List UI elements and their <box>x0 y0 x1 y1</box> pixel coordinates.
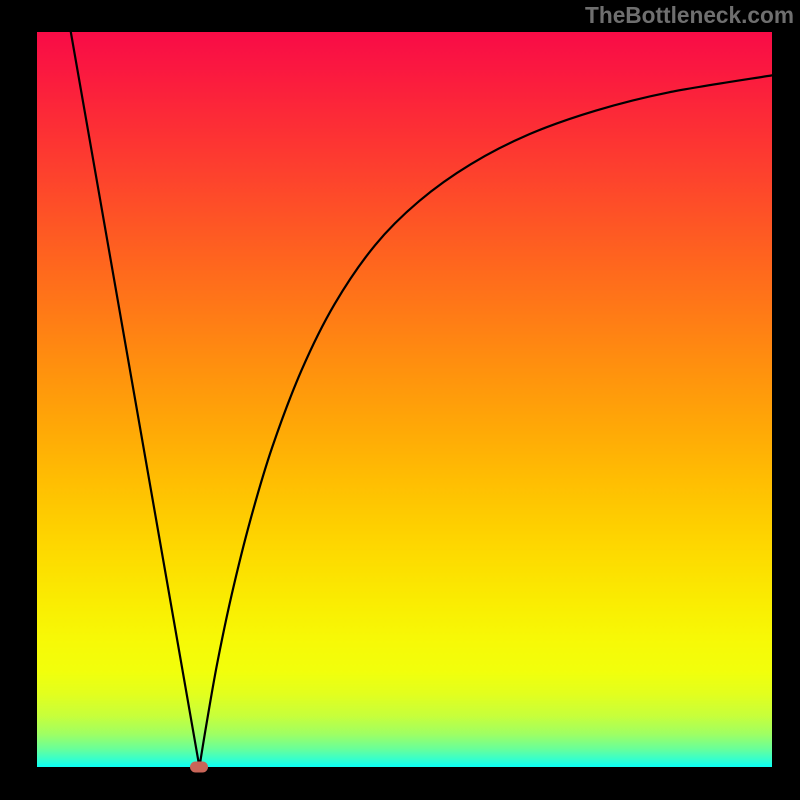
curve-layer <box>37 32 772 767</box>
watermark-label: TheBottleneck.com <box>585 2 794 29</box>
bottleneck-curve <box>71 32 772 767</box>
minimum-marker <box>190 762 208 773</box>
plot-area <box>37 32 772 767</box>
figure-root: TheBottleneck.com <box>0 0 800 800</box>
